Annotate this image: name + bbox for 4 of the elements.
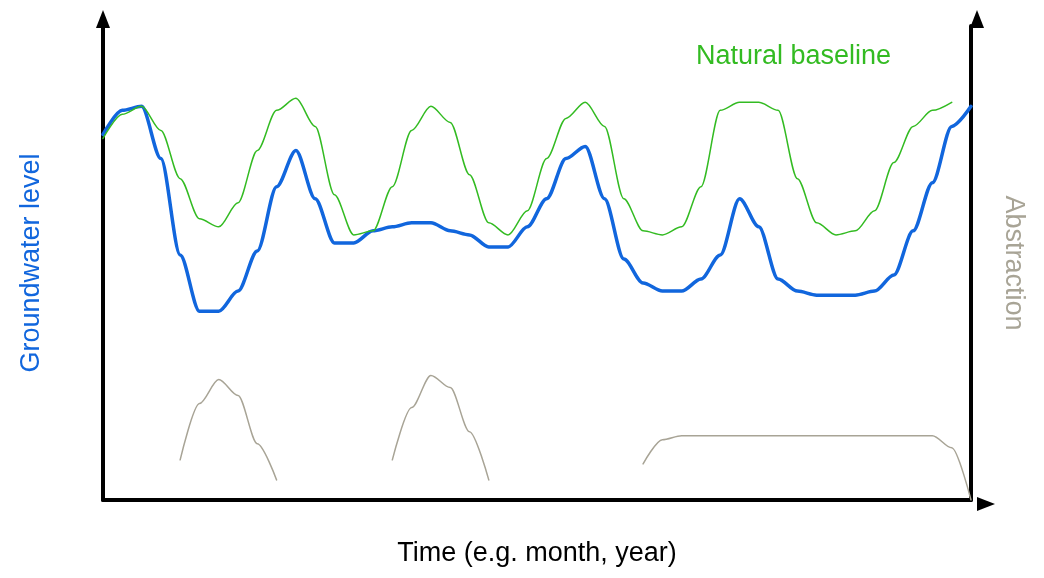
y2-axis-title: Abstraction: [999, 195, 1030, 331]
x-axis-title: Time (e.g. month, year): [397, 536, 677, 567]
y-axis-title: Groundwater level: [14, 153, 45, 373]
series-label: Natural baseline: [695, 39, 892, 70]
